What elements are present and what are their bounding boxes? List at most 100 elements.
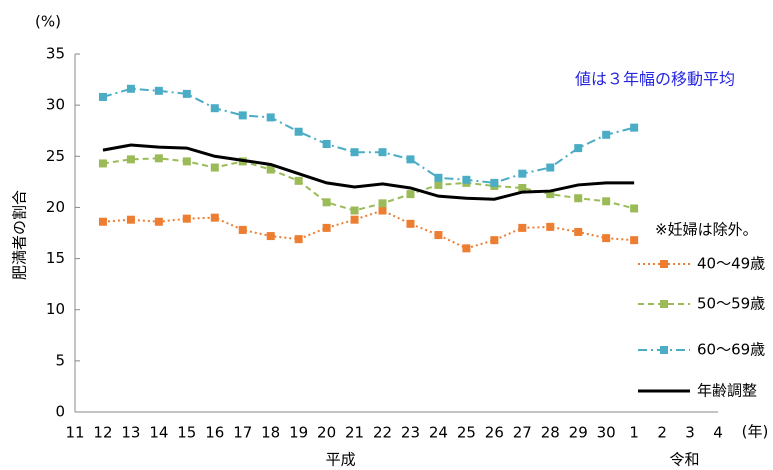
- point: [518, 183, 527, 192]
- point: [154, 86, 163, 95]
- point: [602, 197, 611, 206]
- point: [126, 84, 135, 93]
- x-tick-label: 4: [713, 424, 723, 442]
- point: [630, 123, 639, 132]
- point: [350, 148, 359, 157]
- point: [406, 190, 415, 199]
- point: [182, 157, 191, 166]
- legend-marker: [660, 260, 668, 268]
- x-tick-label: 12: [93, 424, 112, 442]
- y-tick-label: 25: [46, 147, 65, 165]
- series-line: [102, 143, 635, 201]
- point: [378, 199, 387, 208]
- point: [406, 219, 415, 228]
- point: [434, 173, 443, 182]
- series-line: [102, 157, 635, 212]
- point: [294, 127, 303, 136]
- point: [238, 225, 247, 234]
- point: [490, 236, 499, 245]
- series-line: [102, 87, 635, 184]
- point: [154, 217, 163, 226]
- point: [518, 169, 527, 178]
- x-tick-label: 11: [65, 424, 84, 442]
- x-tick-label: 15: [177, 424, 196, 442]
- point: [462, 175, 471, 184]
- point: [574, 194, 583, 203]
- x-tick-label: 20: [317, 424, 336, 442]
- point: [210, 163, 219, 172]
- point: [602, 130, 611, 139]
- point: [98, 159, 107, 168]
- x-tick-label: 2: [657, 424, 667, 442]
- x-tick-label: 17: [233, 424, 252, 442]
- point: [546, 222, 555, 231]
- legend-label: 年齢調整: [697, 382, 757, 400]
- x-unit: (年): [742, 423, 769, 441]
- point: [490, 178, 499, 187]
- point: [126, 215, 135, 224]
- x-tick-label: 13: [121, 424, 140, 442]
- point: [546, 163, 555, 172]
- point: [154, 154, 163, 163]
- point: [350, 215, 359, 224]
- point: [98, 217, 107, 226]
- series-line: [102, 209, 635, 250]
- y-tick-label: 0: [55, 403, 65, 421]
- point: [322, 140, 331, 149]
- point: [182, 214, 191, 223]
- x-tick-label: 29: [569, 424, 588, 442]
- x-tick-label: 27: [513, 424, 532, 442]
- point: [294, 176, 303, 185]
- point: [462, 244, 471, 253]
- x-tick-label: 14: [149, 424, 168, 442]
- legend-label: 40～49歳: [697, 255, 765, 273]
- point: [266, 165, 275, 174]
- note: ※妊婦は除外。: [655, 221, 758, 239]
- annotation: 値は３年幅の移動平均: [575, 70, 735, 89]
- x-tick-label: 19: [289, 424, 308, 442]
- point: [406, 155, 415, 164]
- era-label: 令和: [669, 451, 699, 469]
- x-tick-label: 25: [457, 424, 476, 442]
- point: [238, 111, 247, 120]
- y-tick-label: 15: [46, 249, 65, 267]
- point: [518, 223, 527, 232]
- y-unit: (%): [35, 13, 61, 31]
- era-label: 平成: [326, 451, 356, 469]
- legend-marker: [660, 346, 668, 354]
- y-tick-label: 10: [46, 300, 65, 318]
- x-tick-label: 16: [205, 424, 224, 442]
- x-tick-label: 3: [685, 424, 695, 442]
- point: [350, 206, 359, 215]
- point: [378, 148, 387, 157]
- x-tick-label: 24: [429, 424, 448, 442]
- y-tick-label: 30: [46, 96, 65, 114]
- point: [434, 231, 443, 240]
- point: [210, 104, 219, 113]
- point: [630, 204, 639, 213]
- y-tick-label: 35: [46, 45, 65, 63]
- y-tick-label: 20: [46, 198, 65, 216]
- point: [182, 89, 191, 98]
- point: [630, 236, 639, 245]
- x-tick-label: 22: [373, 424, 392, 442]
- point: [98, 92, 107, 101]
- y-axis-label: 肥満者の割合: [11, 190, 29, 280]
- point: [434, 180, 443, 189]
- point: [210, 213, 219, 222]
- point: [574, 144, 583, 153]
- y-tick-label: 5: [55, 351, 65, 369]
- point: [126, 155, 135, 164]
- legend-label: 50～59歳: [697, 295, 765, 313]
- legend-label: 60～69歳: [697, 341, 765, 359]
- point: [546, 190, 555, 199]
- point: [294, 235, 303, 244]
- point: [602, 234, 611, 243]
- point: [266, 232, 275, 241]
- x-tick-label: 21: [345, 424, 364, 442]
- x-tick-label: 1: [629, 424, 639, 442]
- legend-marker: [660, 300, 668, 308]
- point: [266, 113, 275, 122]
- x-tick-label: 26: [485, 424, 504, 442]
